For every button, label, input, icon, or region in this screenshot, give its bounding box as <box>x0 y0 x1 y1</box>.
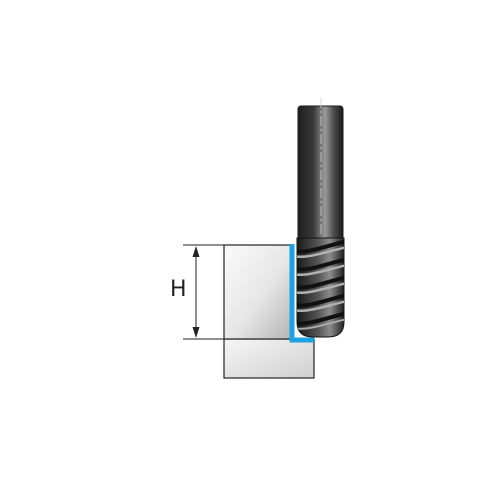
end-mill-icon <box>296 98 345 338</box>
tool-flutes <box>296 237 345 338</box>
tool-shank <box>297 105 344 243</box>
dimension-label-h: H <box>170 277 187 302</box>
workpiece-shoulder <box>223 244 292 340</box>
dimension-arrow-icon <box>192 246 200 338</box>
cut-path <box>289 244 314 343</box>
workpiece-base <box>223 338 315 379</box>
